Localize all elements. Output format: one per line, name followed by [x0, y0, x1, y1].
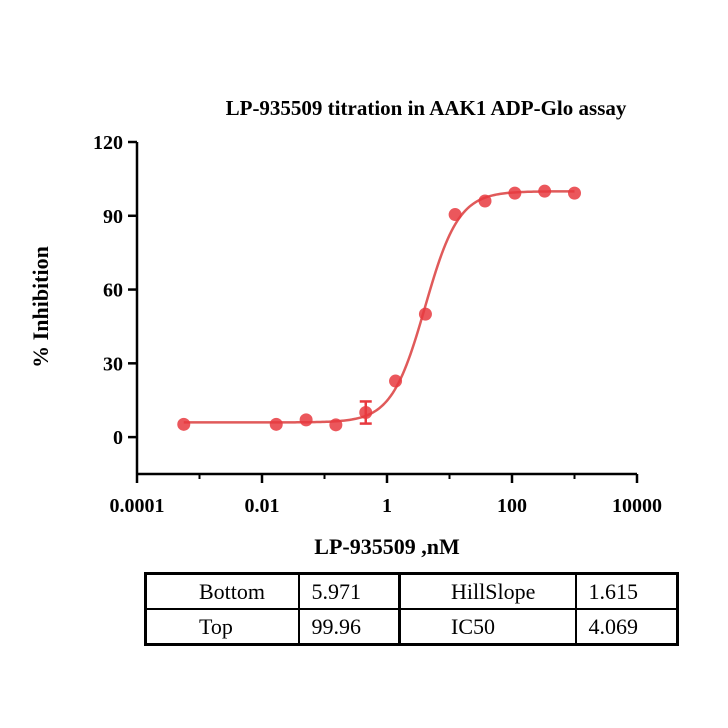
x-tick-label: 0.01 [245, 495, 280, 517]
hillslope-value: 1.615 [574, 572, 679, 610]
y-tick-label: 0 [113, 427, 123, 449]
bottom-value: 5.971 [297, 572, 401, 610]
data-point [448, 208, 462, 222]
ic50-label: IC50 [398, 608, 577, 646]
bottom-label: Bottom [144, 572, 300, 610]
y-tick-label: 60 [103, 280, 123, 302]
data-point [329, 418, 343, 432]
x-tick-label: 1 [382, 495, 392, 517]
chart: LP-935509 titration in AAK1 ADP-Glo assa… [28, 96, 662, 559]
data-point [269, 417, 283, 431]
ic50-value: 4.069 [574, 608, 679, 646]
data-point [418, 307, 432, 321]
fit-curve [183, 190, 575, 424]
data-point [538, 184, 552, 198]
table-row: Top 99.96 IC50 4.069 [144, 608, 679, 646]
x-tick-label: 100 [497, 495, 527, 517]
axes: 0 30 60 90 120 0.0001 0.01 1 100 10000 [93, 132, 662, 517]
x-axis-label: LP-935509 ,nM [314, 534, 460, 559]
data-point [568, 186, 581, 200]
y-tick-label: 120 [93, 132, 123, 154]
top-value: 99.96 [297, 608, 401, 646]
chart-title: LP-935509 titration in AAK1 ADP-Glo assa… [226, 96, 627, 120]
x-tick-label: 10000 [612, 495, 662, 517]
y-axis-label: % Inhibition [28, 246, 53, 368]
y-tick-label: 90 [103, 206, 123, 228]
data-point [508, 186, 522, 200]
x-tick-label: 0.0001 [110, 495, 165, 517]
hillslope-label: HillSlope [398, 572, 577, 610]
data-point [359, 406, 373, 420]
fit-parameters-table: Bottom 5.971 HillSlope 1.615 Top 99.96 I… [144, 572, 679, 646]
table-row: Bottom 5.971 HillSlope 1.615 [144, 572, 679, 610]
plot-area [177, 184, 581, 432]
data-point [389, 374, 403, 388]
data-point [177, 417, 191, 431]
y-tick-label: 30 [103, 353, 123, 375]
data-point [299, 413, 313, 427]
data-point [478, 194, 492, 208]
top-label: Top [144, 608, 300, 646]
